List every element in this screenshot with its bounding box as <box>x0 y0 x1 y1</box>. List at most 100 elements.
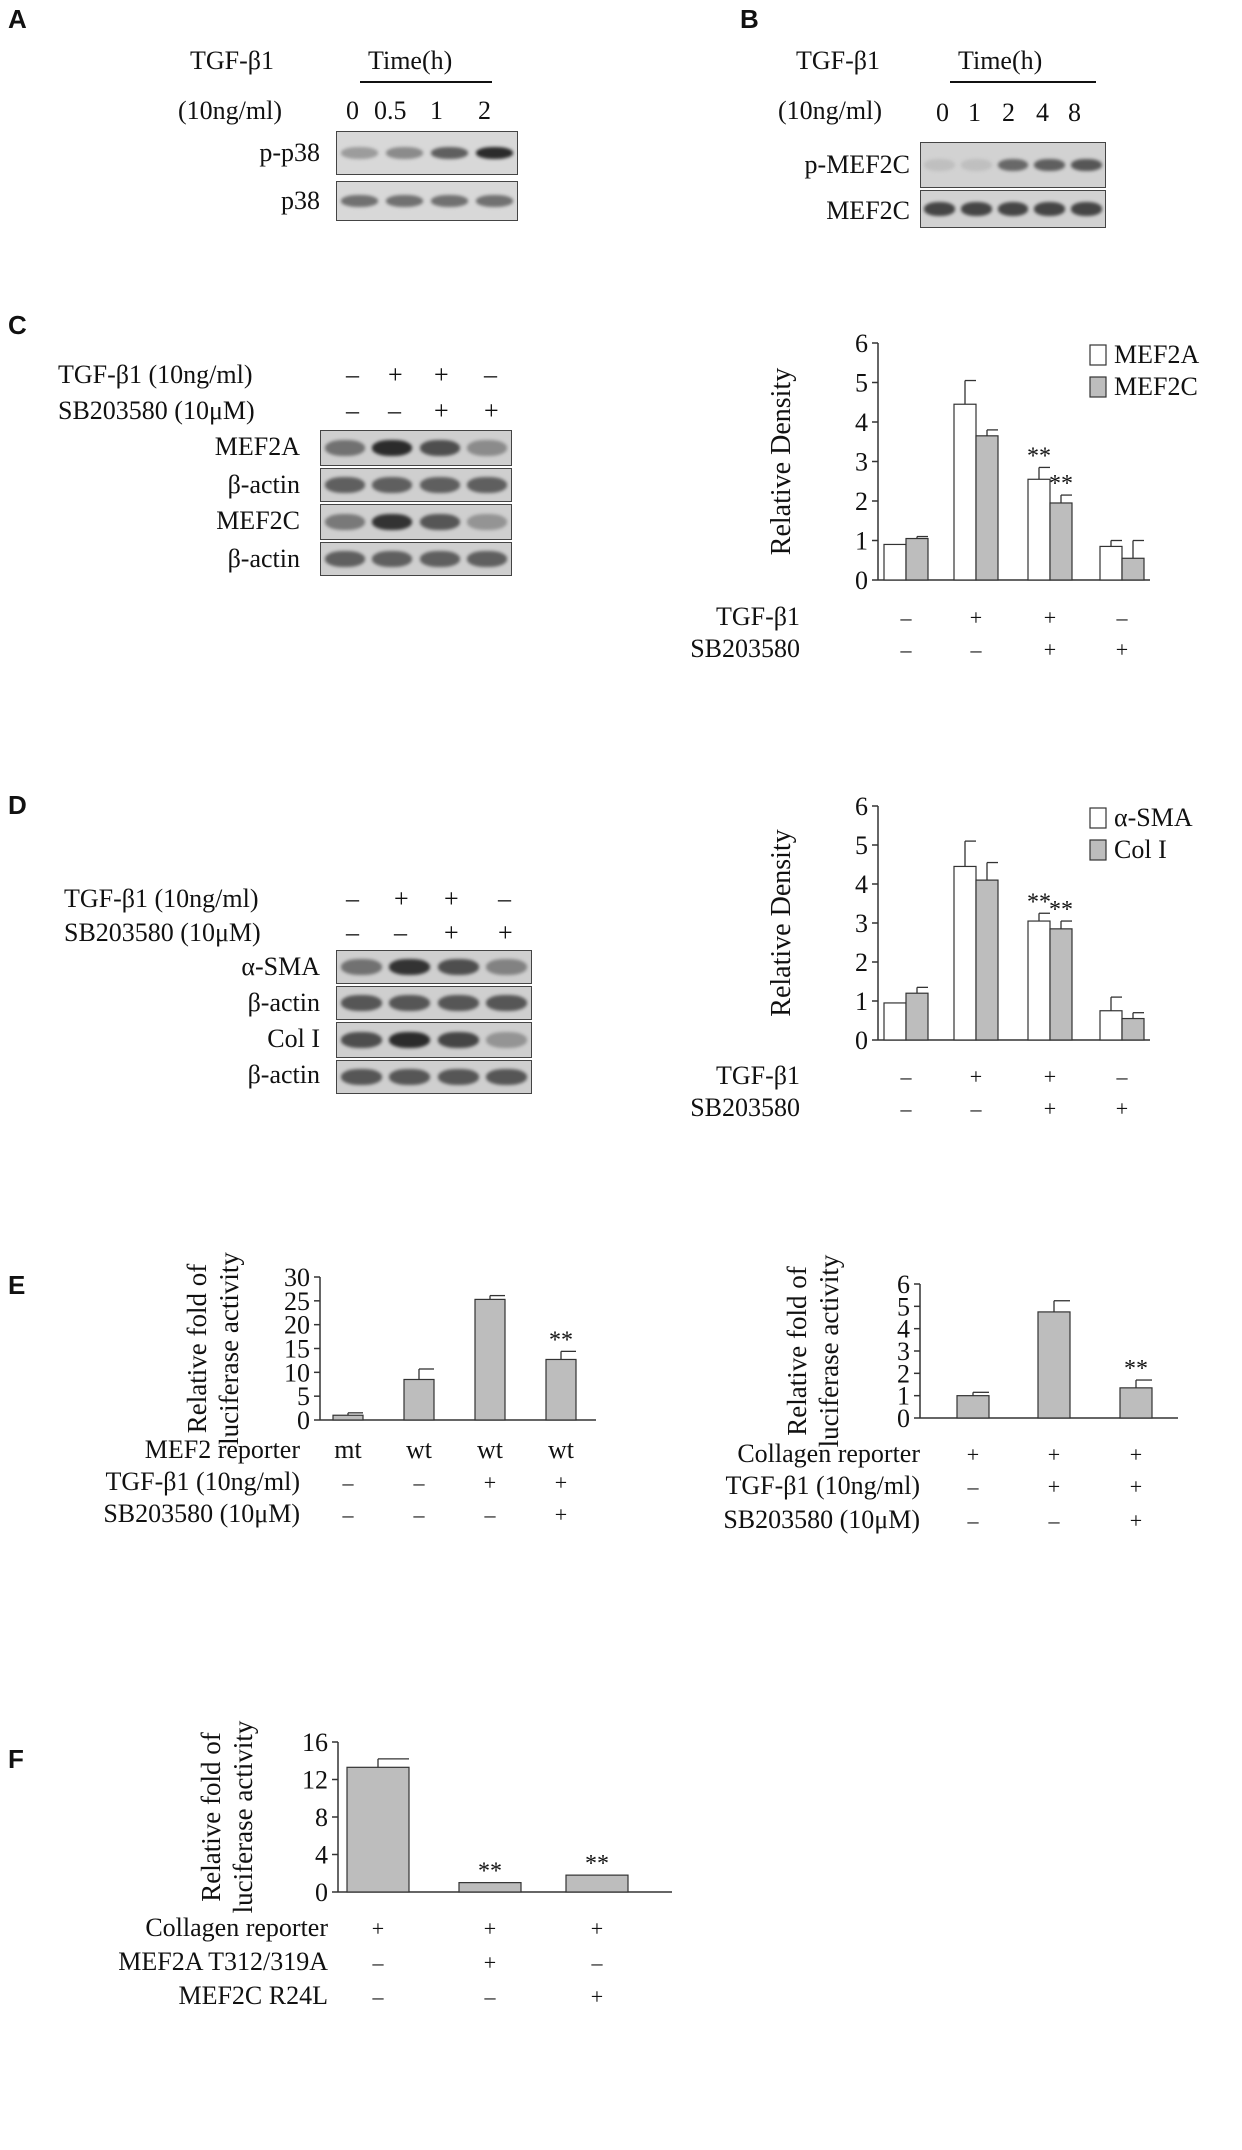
time-label: 2 <box>478 96 491 125</box>
panel-label-b: B <box>740 4 759 34</box>
treatment-name: TGF-β1 (10ng/ml) <box>726 1471 921 1500</box>
treatment-sign: + <box>484 1950 496 1975</box>
treatment-name: SB203580 (10μM) <box>58 396 255 425</box>
y-tick-label: 25 <box>284 1287 310 1316</box>
y-axis-label: Relative fold of <box>196 1732 226 1901</box>
legend-label: α-SMA <box>1114 803 1193 832</box>
treatment-name: TGF-β1 <box>796 46 881 75</box>
blot-band <box>437 1032 479 1048</box>
y-axis-label: Relative Density <box>766 829 797 1016</box>
blot-band <box>419 514 460 530</box>
blot-band <box>430 147 469 159</box>
blot-row-label: β-actin <box>247 1060 320 1089</box>
blot-band <box>340 195 379 207</box>
blot-band <box>1071 159 1103 171</box>
blot-row-label: MEF2A <box>214 432 300 461</box>
blot-band <box>475 195 514 207</box>
panel-label-a: A <box>8 4 27 34</box>
panel-label-c: C <box>8 310 27 340</box>
blot-band <box>372 440 413 456</box>
bar <box>883 1002 907 1041</box>
treatment-sign: – <box>484 360 497 389</box>
bar <box>1027 920 1051 1041</box>
bar <box>956 1395 990 1419</box>
time-label: 0 <box>936 98 949 127</box>
y-axis-label: Relative fold of <box>182 1264 212 1433</box>
treatment-sign: – <box>1048 1508 1061 1533</box>
legend-swatch <box>1089 839 1107 861</box>
treatment-sign: + <box>434 396 449 425</box>
blot-band <box>324 440 365 456</box>
blot-band <box>960 159 992 171</box>
blot-band <box>960 202 992 216</box>
y-tick-label: 0 <box>315 1878 328 1907</box>
treatment-name: TGF-β1 (10ng/ml) <box>106 1467 301 1496</box>
blot-row-label: β-actin <box>227 470 300 499</box>
treatment-sign: – <box>1116 605 1129 630</box>
western-blot-alpha-sma <box>336 950 532 984</box>
y-tick-label: 0 <box>297 1406 310 1435</box>
treatment-sign: – <box>388 396 401 425</box>
bar <box>905 537 929 581</box>
blot-band <box>340 995 382 1011</box>
panel-label-e: E <box>8 1270 26 1300</box>
blot-band <box>340 1032 382 1048</box>
bar <box>1037 1311 1071 1419</box>
bar <box>346 1766 410 1893</box>
treatment-sign: + <box>1044 637 1056 662</box>
y-tick-label: 3 <box>897 1337 910 1366</box>
blot-band <box>340 147 379 159</box>
western-blot-col-i <box>336 1022 532 1058</box>
treatment-name: SB203580 <box>690 1093 800 1122</box>
y-tick-label: 20 <box>284 1311 310 1340</box>
treatment-sign: – <box>342 1502 355 1527</box>
western-blot-beta-actin <box>320 542 512 576</box>
bar <box>1049 502 1073 581</box>
bar <box>1099 545 1123 581</box>
blot-band <box>340 1069 382 1085</box>
bar <box>975 879 999 1041</box>
y-tick-label: 2 <box>897 1359 910 1388</box>
blot-band <box>437 959 479 975</box>
treatment-sign: – <box>346 918 359 947</box>
treatment-sign: + <box>591 1916 603 1941</box>
treatment-sign: – <box>967 1474 980 1499</box>
treatment-sign: wt <box>406 1435 433 1464</box>
blot-band <box>324 477 365 493</box>
treatment-name: Collagen reporter <box>737 1439 920 1468</box>
treatment-sign: + <box>484 396 499 425</box>
treatment-sign: + <box>1130 1442 1142 1467</box>
treatment-sign: – <box>372 1950 385 1975</box>
treatment-name: SB203580 (10μM) <box>103 1499 300 1528</box>
blot-band <box>430 195 469 207</box>
y-tick-label: 30 <box>284 1263 310 1292</box>
blot-band <box>467 551 508 567</box>
blot-band <box>324 514 365 530</box>
treatment-sign: + <box>444 918 459 947</box>
y-tick-label: 12 <box>302 1766 328 1795</box>
bar <box>883 543 907 581</box>
treatment-sign: + <box>1130 1508 1142 1533</box>
western-blot-mef2c <box>320 504 512 540</box>
treatment-sign: + <box>1048 1442 1060 1467</box>
time-label: 1 <box>430 96 443 125</box>
y-tick-label: 5 <box>297 1382 310 1411</box>
treatment-sign: – <box>900 605 913 630</box>
blot-band <box>372 477 413 493</box>
bar <box>332 1414 364 1421</box>
y-tick-label: 4 <box>897 1315 910 1344</box>
treatment-name: MEF2A T312/319A <box>118 1947 328 1976</box>
treatment-dose: (10ng/ml) <box>778 96 882 125</box>
time-header: Time(h) <box>958 46 1043 75</box>
legend-swatch <box>1089 807 1107 829</box>
western-blot-beta-actin <box>336 986 532 1020</box>
significance-marker: ** <box>549 1327 573 1353</box>
western-blot-p-p38 <box>336 131 518 175</box>
treatment-name: SB203580 (10μM) <box>64 918 261 947</box>
blot-row-label: Col I <box>267 1024 320 1053</box>
time-label: 0.5 <box>374 96 407 125</box>
time-label: 2 <box>1002 98 1015 127</box>
treatment-name: SB203580 <box>690 634 800 663</box>
bar <box>1121 557 1145 581</box>
